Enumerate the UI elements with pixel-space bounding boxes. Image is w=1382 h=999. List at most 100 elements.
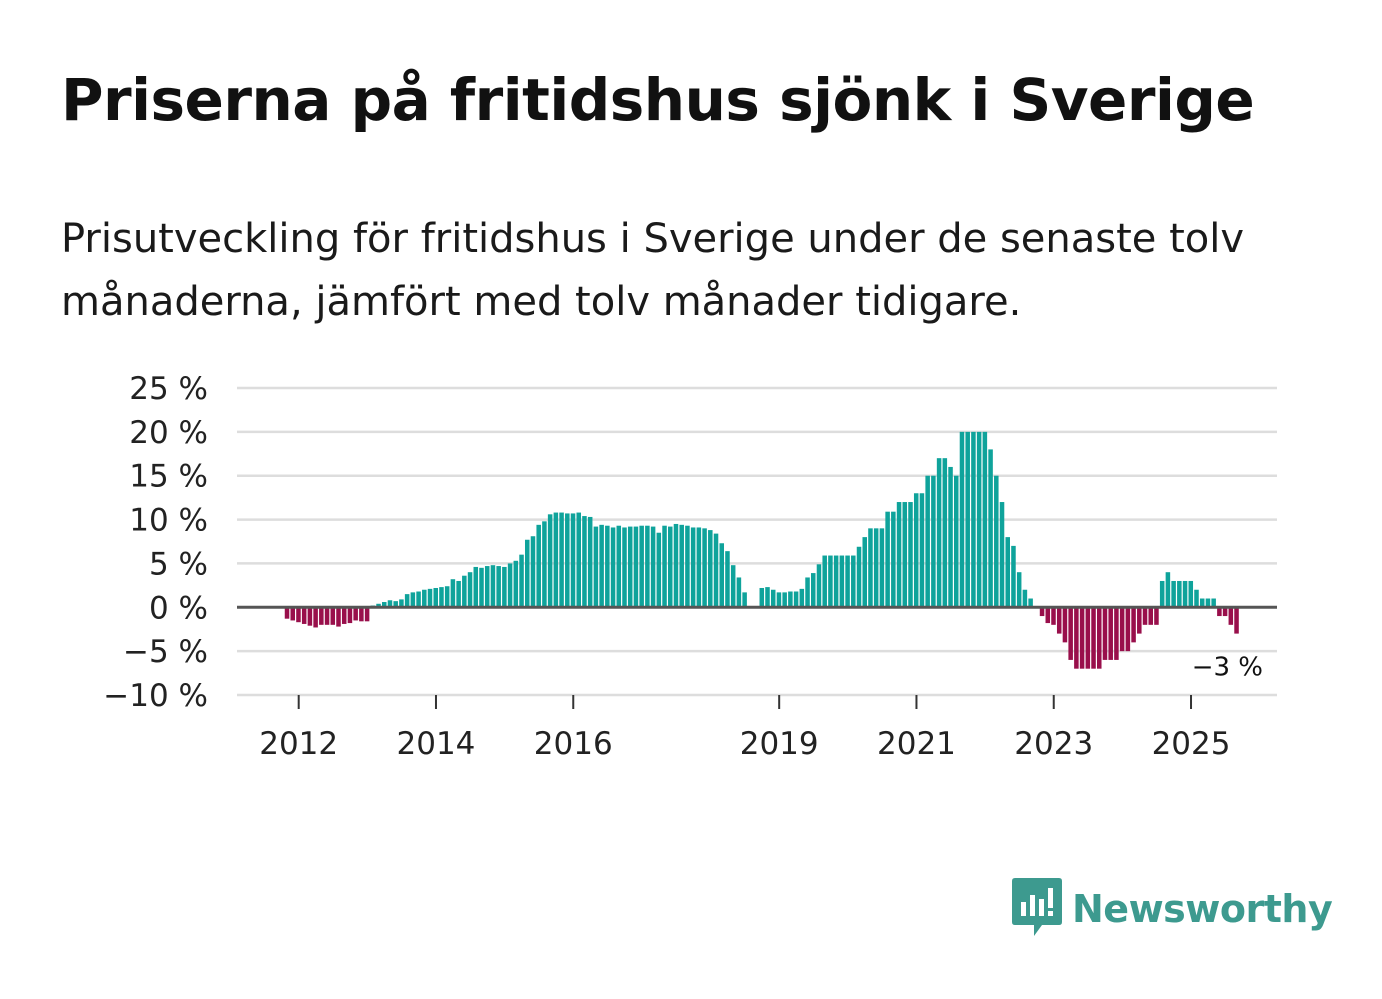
bar bbox=[788, 591, 793, 608]
y-tick-label: 15 % bbox=[129, 459, 208, 495]
chart-title: Priserna på fritidshus sjönk i Sverige bbox=[61, 66, 1255, 134]
bar bbox=[1085, 607, 1091, 669]
bar bbox=[382, 602, 387, 608]
y-tick-label: 0 % bbox=[149, 590, 208, 626]
bar bbox=[668, 526, 673, 608]
bar bbox=[1028, 598, 1033, 608]
bar bbox=[1148, 607, 1153, 625]
bar bbox=[290, 607, 295, 621]
bar bbox=[948, 466, 953, 608]
bar bbox=[347, 607, 353, 624]
bar bbox=[679, 524, 684, 608]
bar bbox=[971, 431, 976, 608]
bar bbox=[862, 537, 867, 608]
bar bbox=[467, 572, 473, 608]
bar bbox=[444, 586, 450, 608]
bar bbox=[1199, 598, 1205, 608]
bar bbox=[839, 555, 845, 608]
bar bbox=[313, 607, 318, 628]
bar bbox=[433, 587, 438, 608]
bar bbox=[673, 523, 679, 608]
bar bbox=[708, 530, 713, 608]
bar bbox=[759, 587, 765, 608]
bar bbox=[324, 607, 330, 625]
bar bbox=[891, 511, 896, 608]
bar bbox=[913, 493, 919, 608]
bar bbox=[925, 475, 930, 608]
bar bbox=[696, 527, 702, 608]
bar bbox=[1177, 580, 1182, 608]
bar bbox=[828, 555, 833, 608]
bar bbox=[1097, 607, 1102, 669]
bar bbox=[490, 565, 496, 608]
bar bbox=[307, 607, 313, 626]
bar bbox=[284, 607, 290, 619]
bar bbox=[1222, 607, 1228, 617]
bar bbox=[462, 575, 467, 608]
bar bbox=[730, 565, 736, 608]
bar bbox=[931, 475, 936, 608]
bar bbox=[530, 536, 536, 608]
bar bbox=[1051, 607, 1056, 625]
x-tick-label: 2014 bbox=[397, 726, 476, 762]
bar bbox=[776, 592, 782, 608]
bar bbox=[1217, 607, 1222, 617]
bar bbox=[845, 555, 850, 608]
bar bbox=[605, 525, 610, 608]
bar bbox=[873, 528, 879, 608]
bar bbox=[999, 502, 1005, 608]
bar bbox=[645, 525, 650, 608]
bar bbox=[1102, 607, 1108, 660]
bar bbox=[690, 527, 696, 608]
bar bbox=[422, 589, 427, 608]
bar bbox=[341, 607, 347, 624]
bar bbox=[650, 526, 656, 608]
bar bbox=[616, 525, 622, 608]
y-tick-label: 5 % bbox=[149, 546, 208, 582]
bar bbox=[1125, 607, 1131, 652]
bar bbox=[885, 511, 890, 608]
bar bbox=[988, 449, 993, 608]
bar bbox=[502, 566, 507, 608]
bar bbox=[793, 591, 799, 608]
bar bbox=[1228, 607, 1234, 625]
bar bbox=[627, 526, 633, 608]
bar bbox=[811, 573, 816, 608]
y-axis: 25 % 20 % 15 % 10 % 5 % 0 % −5 % −10 % bbox=[103, 371, 208, 714]
bar bbox=[1114, 607, 1119, 660]
brand: Newsworthy bbox=[1012, 878, 1333, 940]
bar bbox=[399, 599, 404, 608]
bar bbox=[525, 539, 530, 608]
bar bbox=[954, 475, 959, 608]
bar bbox=[725, 551, 730, 608]
bar bbox=[1039, 607, 1045, 617]
bar bbox=[770, 589, 776, 608]
brand-name: Newsworthy bbox=[1072, 887, 1333, 931]
bars bbox=[284, 431, 1239, 669]
bar bbox=[1011, 545, 1016, 608]
bar bbox=[1188, 580, 1194, 608]
bar bbox=[439, 587, 444, 608]
bar bbox=[805, 577, 810, 608]
bar bbox=[1165, 572, 1171, 608]
bar bbox=[570, 513, 576, 608]
bar bbox=[919, 493, 925, 608]
bar bbox=[536, 524, 541, 608]
bar bbox=[1194, 589, 1199, 608]
bar bbox=[816, 564, 822, 608]
y-tick-label: −5 % bbox=[123, 634, 208, 670]
bar bbox=[765, 587, 770, 608]
bar bbox=[376, 603, 381, 608]
bar bbox=[622, 527, 627, 608]
bar bbox=[1182, 580, 1188, 608]
bar bbox=[479, 567, 484, 608]
bar bbox=[685, 525, 690, 608]
bar bbox=[353, 607, 358, 621]
bar bbox=[856, 546, 862, 608]
bar bbox=[702, 528, 707, 608]
bar bbox=[1211, 598, 1216, 608]
bar bbox=[519, 554, 524, 608]
bar bbox=[336, 607, 341, 627]
bar bbox=[656, 532, 662, 608]
